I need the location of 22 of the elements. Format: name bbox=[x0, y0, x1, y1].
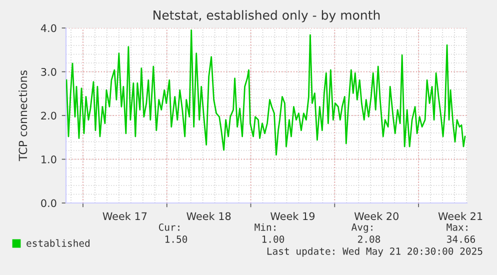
chart-title: Netstat, established only - by month bbox=[154, 10, 380, 22]
text: Min: bbox=[254, 223, 276, 231]
text: 2.08 bbox=[358, 235, 380, 243]
legend-label: established bbox=[26, 239, 90, 247]
y-tick-label: 1.0 bbox=[42, 155, 56, 164]
y-tick-label: 4.0 bbox=[40, 24, 56, 32]
text: Max: bbox=[446, 224, 468, 231]
y-tick-label: 0.0 bbox=[41, 199, 56, 208]
x-tick-label: Week 20 bbox=[354, 212, 398, 220]
text: 1.00 bbox=[262, 235, 284, 243]
x-tick-label: Week 21 bbox=[438, 212, 482, 220]
text: 34.66 bbox=[447, 235, 476, 243]
x-tick-label: Week 18 bbox=[186, 212, 231, 220]
y-tick-label: 2.0 bbox=[41, 112, 56, 120]
text: Last update: Wed May 21 20:30:00 2025 bbox=[267, 247, 482, 257]
y-axis-title: TCP connections bbox=[18, 70, 28, 162]
x-tick-label: Week 17 bbox=[102, 212, 147, 220]
y-tick-label: 3.0 bbox=[41, 68, 56, 76]
text: Avg: bbox=[351, 224, 372, 233]
text: 1.50 bbox=[165, 235, 188, 243]
x-tick-label: Week 19 bbox=[270, 212, 315, 220]
text: Cur: bbox=[158, 223, 180, 231]
